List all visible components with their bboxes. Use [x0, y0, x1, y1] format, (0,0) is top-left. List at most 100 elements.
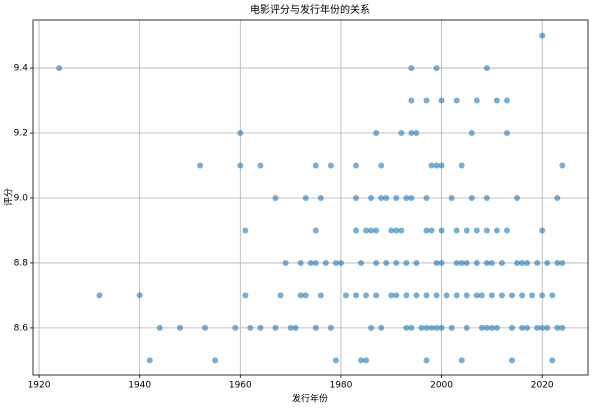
point: [403, 292, 410, 299]
point: [529, 292, 536, 299]
point: [398, 130, 405, 137]
point: [478, 292, 485, 299]
point: [297, 259, 304, 266]
point: [257, 324, 264, 331]
point: [368, 194, 375, 201]
point: [353, 227, 360, 234]
point: [378, 194, 385, 201]
point: [423, 357, 430, 364]
point: [473, 292, 480, 299]
point: [332, 259, 339, 266]
point: [312, 259, 319, 266]
point: [433, 162, 440, 169]
point: [458, 259, 465, 266]
y-tick-label: 8.6: [14, 323, 29, 333]
point: [509, 324, 516, 331]
point: [433, 292, 440, 299]
point: [56, 65, 63, 72]
point: [453, 259, 460, 266]
x-tick-label: 1920: [28, 381, 51, 391]
point: [463, 227, 470, 234]
point: [277, 292, 284, 299]
point: [554, 194, 561, 201]
point: [403, 259, 410, 266]
point: [353, 162, 360, 169]
point: [559, 259, 566, 266]
point: [327, 162, 334, 169]
point: [463, 259, 470, 266]
point: [428, 227, 435, 234]
y-tick-label: 9.0: [14, 193, 29, 203]
point: [272, 324, 279, 331]
point: [378, 324, 385, 331]
y-tick-label: 9.2: [14, 129, 28, 139]
point: [383, 259, 390, 266]
point: [534, 324, 541, 331]
point: [368, 324, 375, 331]
point: [317, 194, 324, 201]
point: [363, 357, 370, 364]
point: [418, 324, 425, 331]
point: [393, 194, 400, 201]
point: [534, 259, 541, 266]
point: [453, 227, 460, 234]
point: [282, 259, 289, 266]
point: [443, 292, 450, 299]
point: [488, 292, 495, 299]
point: [468, 130, 475, 137]
plot-frame: [32, 19, 589, 376]
point: [493, 227, 500, 234]
point: [554, 259, 561, 266]
point: [488, 259, 495, 266]
point: [408, 130, 415, 137]
point: [368, 227, 375, 234]
point: [197, 162, 204, 169]
point: [312, 162, 319, 169]
point: [358, 357, 365, 364]
point: [146, 357, 153, 364]
point: [136, 292, 143, 299]
point: [393, 292, 400, 299]
point: [448, 324, 455, 331]
point: [363, 227, 370, 234]
point: [463, 324, 470, 331]
point: [302, 292, 309, 299]
point: [503, 130, 510, 137]
point: [373, 227, 380, 234]
point: [237, 162, 244, 169]
point: [388, 227, 395, 234]
point: [428, 162, 435, 169]
point: [453, 97, 460, 104]
point: [393, 227, 400, 234]
point: [403, 324, 410, 331]
point: [383, 194, 390, 201]
point: [438, 324, 445, 331]
point: [544, 259, 551, 266]
point: [433, 259, 440, 266]
y-tick-label: 8.8: [14, 258, 29, 268]
point: [524, 324, 531, 331]
point: [408, 97, 415, 104]
point: [337, 259, 344, 266]
point: [448, 194, 455, 201]
point: [272, 194, 279, 201]
point: [524, 259, 531, 266]
point: [332, 357, 339, 364]
point: [539, 32, 546, 39]
x-tick-label: 1940: [128, 381, 151, 391]
point: [559, 324, 566, 331]
point: [549, 292, 556, 299]
y-axis-label: 评分: [4, 188, 15, 206]
point: [473, 227, 480, 234]
point: [438, 97, 445, 104]
point: [232, 324, 239, 331]
point: [458, 162, 465, 169]
point: [353, 292, 360, 299]
point: [483, 259, 490, 266]
point: [468, 194, 475, 201]
chart-title: 电影评分与发行年份的关系: [250, 3, 370, 16]
point: [483, 227, 490, 234]
point: [493, 97, 500, 104]
